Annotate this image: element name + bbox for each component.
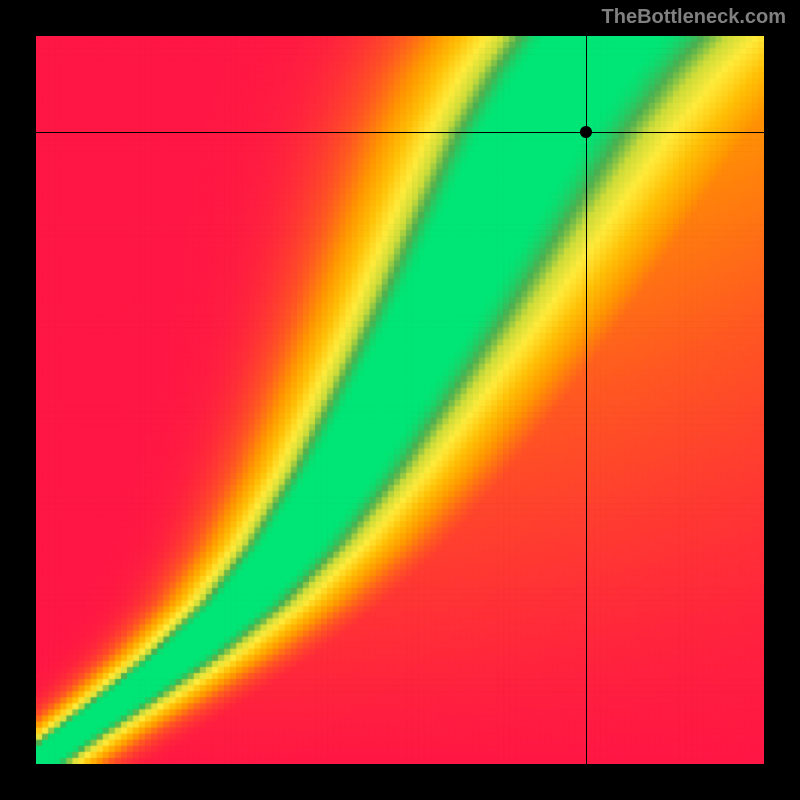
attribution-text: TheBottleneck.com (602, 6, 786, 29)
crosshair-horizontal (36, 132, 764, 133)
crosshair-vertical (586, 36, 587, 764)
crosshair-marker (580, 126, 592, 138)
heatmap-plot (36, 36, 764, 764)
heatmap-canvas (36, 36, 764, 764)
